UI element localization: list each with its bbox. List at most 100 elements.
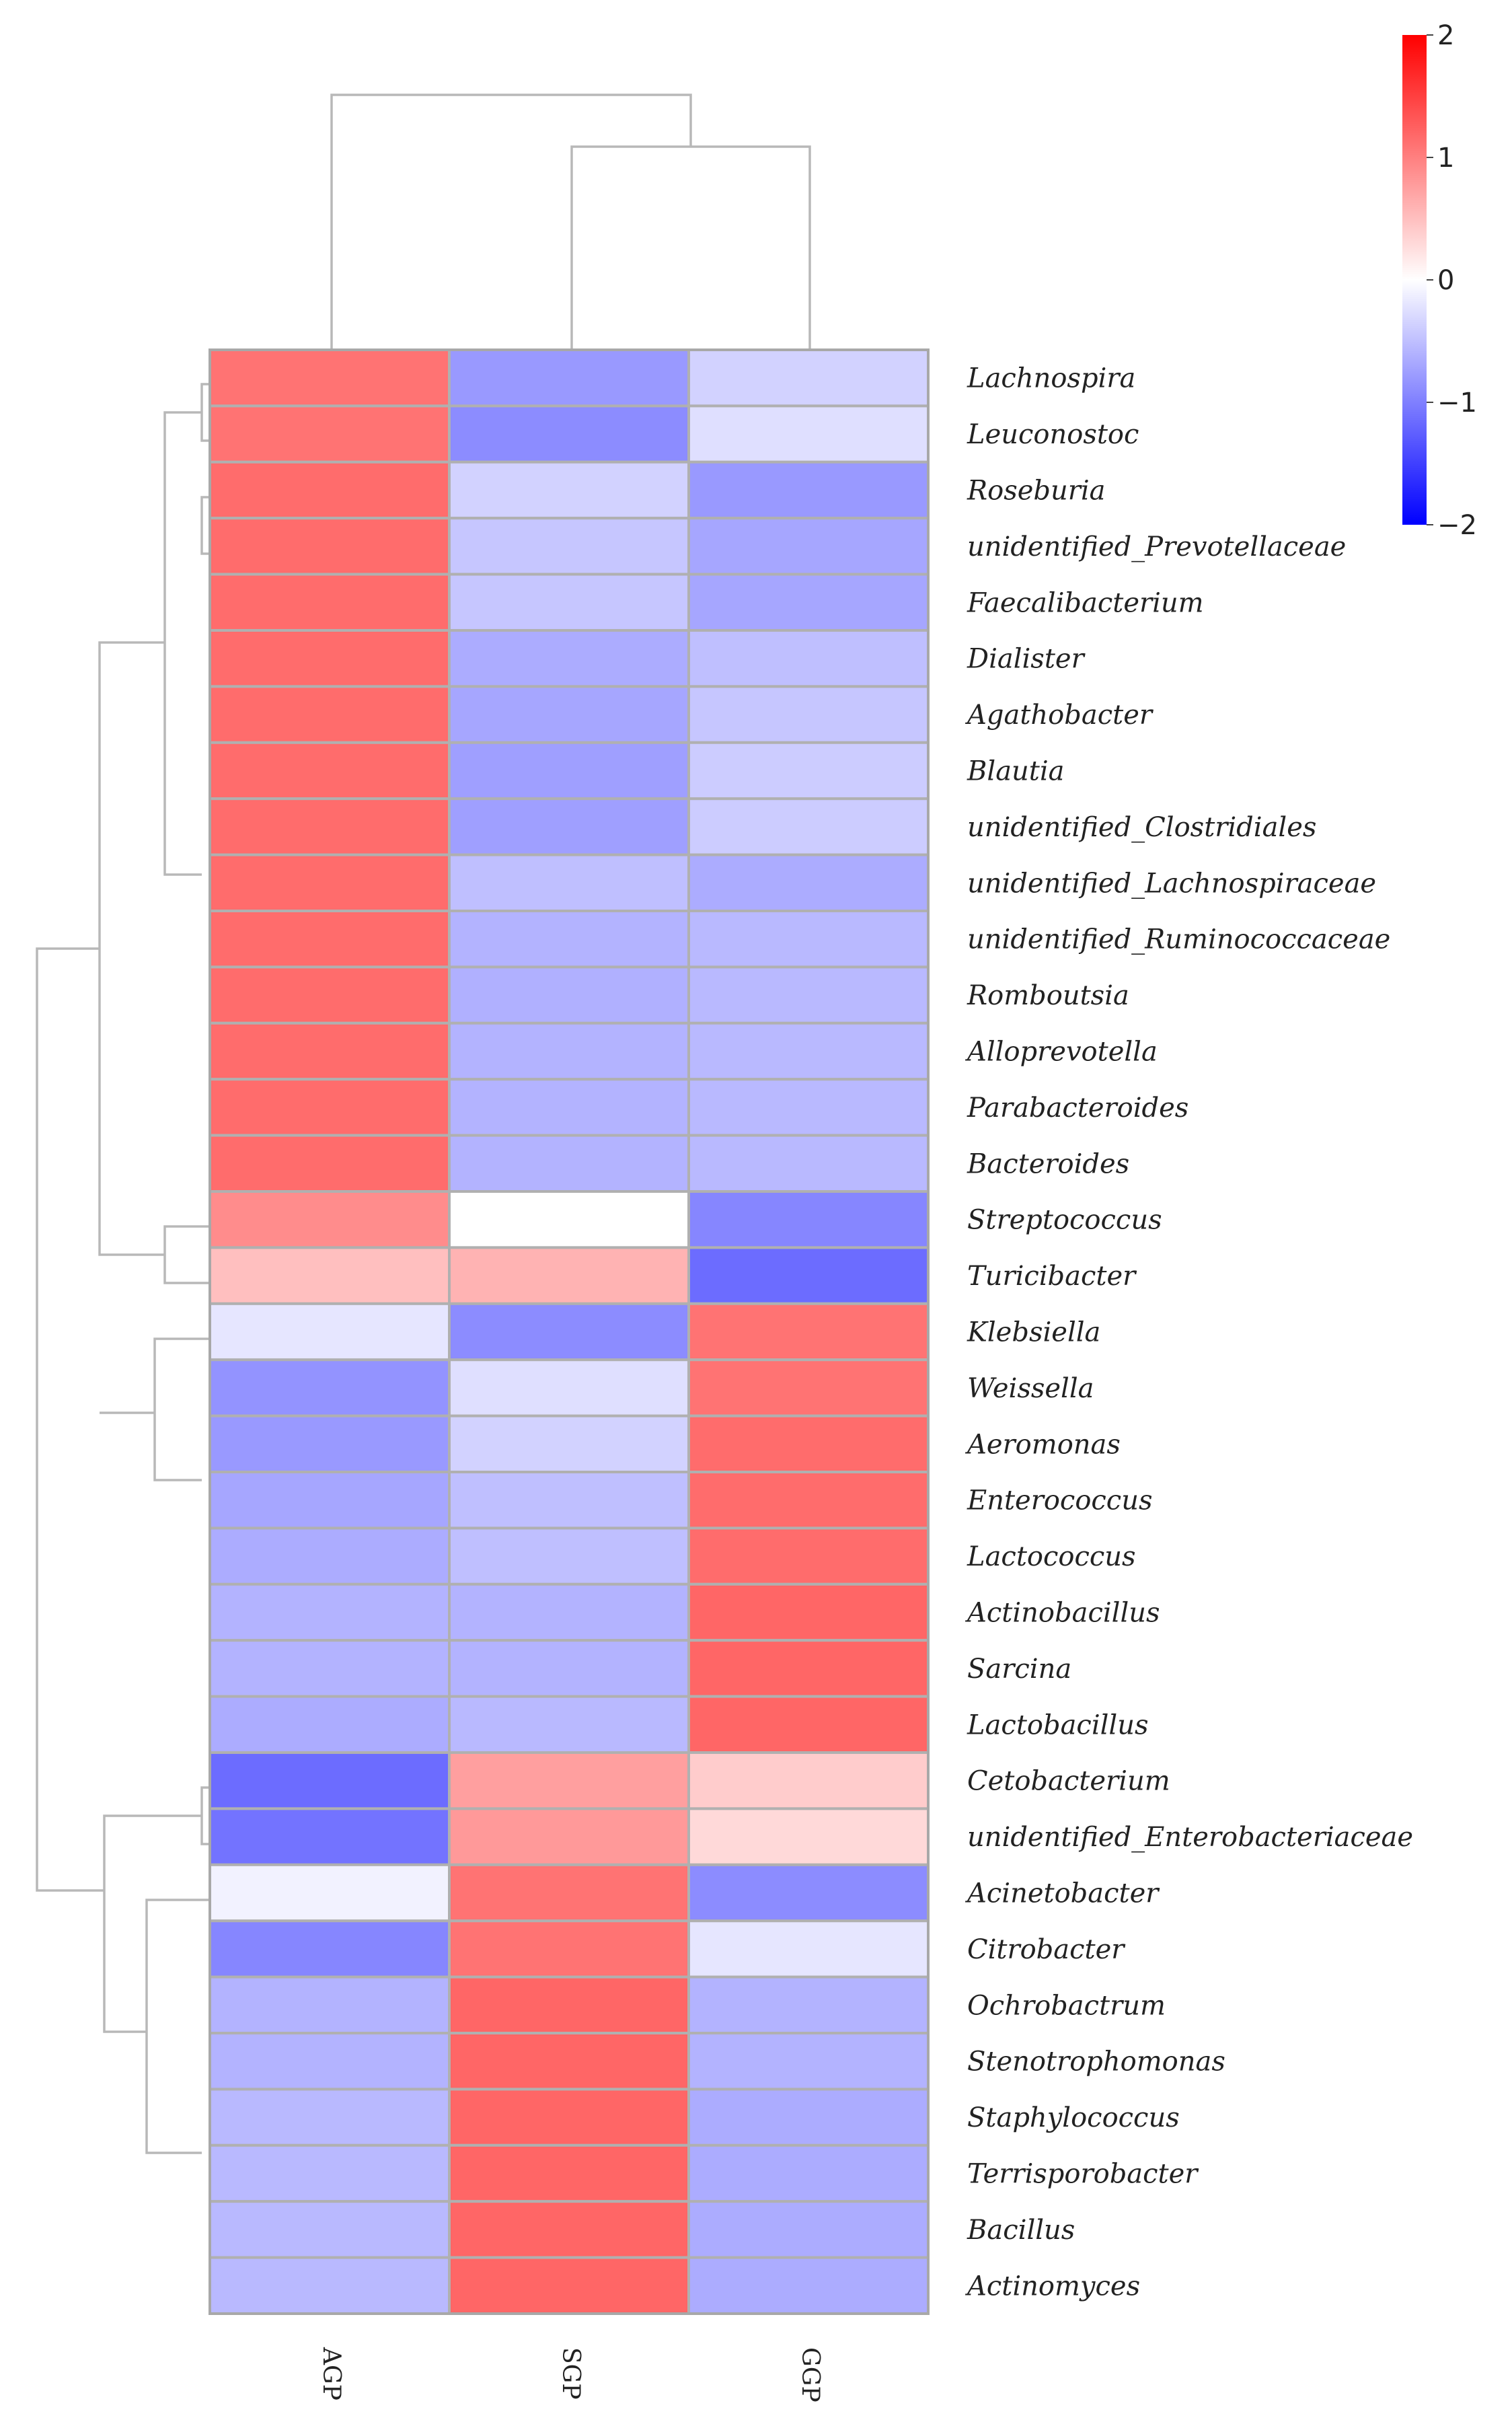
heatmap-cell: [448, 2200, 690, 2259]
row-label: Agathobacter: [965, 700, 1154, 731]
row-label: unidentified_Prevotellaceae: [967, 531, 1346, 562]
heatmap-cell: [687, 1190, 930, 1249]
row-label: Acinetobacter: [965, 1878, 1160, 1909]
heatmap-cell: [687, 1246, 930, 1305]
heatmap-cell: [687, 348, 930, 408]
row-label: Staphylococcus: [967, 2102, 1180, 2133]
heatmap-cell: [687, 460, 930, 520]
heatmap-cell: [687, 1414, 930, 1474]
heatmap-cell: [687, 1863, 930, 1923]
heatmap-cell: [209, 741, 451, 801]
heatmap-cell: [209, 685, 451, 744]
heatmap-cell: [687, 1134, 930, 1193]
heatmap-grid: [209, 348, 930, 2316]
heatmap-cell: [209, 404, 451, 464]
heatmap-cell: [209, 1751, 451, 1810]
heatmap-cell: [209, 1863, 451, 1923]
heatmap-cell: [209, 2088, 451, 2147]
heatmap-cell: [687, 2200, 930, 2259]
column-dendrogram: [330, 94, 811, 350]
heatmap-cell: [209, 965, 451, 1025]
heatmap-cell: [687, 1975, 930, 2035]
heatmap-cell: [209, 1639, 451, 1698]
heatmap-cell: [687, 910, 930, 969]
colorbar: 2 1 0 −1 −2: [1402, 20, 1477, 541]
heatmap-cell: [687, 1471, 930, 1530]
colorbar-tick-label: 1: [1437, 143, 1454, 174]
row-label: Alloprevotella: [965, 1037, 1158, 1068]
heatmap-cell: [209, 1527, 451, 1586]
heatmap-cell: [209, 1021, 451, 1081]
heatmap-cell: [448, 573, 690, 632]
heatmap-cell: [448, 2256, 690, 2316]
col-dendro-link-2: [330, 94, 692, 350]
row-label: Streptococcus: [967, 1205, 1162, 1236]
heatmap-cell: [687, 1527, 930, 1586]
heatmap-cell: [687, 1639, 930, 1698]
row-label: Lactococcus: [967, 1541, 1136, 1572]
heatmap-cell: [448, 517, 690, 576]
heatmap-cell: [448, 1471, 690, 1530]
row-label: Enterococcus: [967, 1485, 1153, 1516]
heatmap-cell: [687, 2088, 930, 2147]
heatmap-cell: [209, 1358, 451, 1418]
row-label: Parabacteroides: [967, 1093, 1188, 1124]
heatmap-cell: [448, 1639, 690, 1698]
colorbar-tick-label: −2: [1437, 510, 1477, 541]
heatmap-cell: [448, 1807, 690, 1866]
heatmap-cell: [209, 1078, 451, 1137]
column-label: AGP: [317, 2347, 345, 2400]
colorbar-gradient: [1402, 35, 1427, 525]
heatmap-cell: [687, 741, 930, 801]
heatmap-cell: [448, 853, 690, 912]
column-label: SGP: [557, 2347, 584, 2400]
row-label: Klebsiella: [967, 1317, 1100, 1348]
row-label: Actinobacillus: [965, 1598, 1160, 1629]
heatmap-cell: [448, 910, 690, 969]
row-label: Ochrobactrum: [967, 1990, 1166, 2021]
heatmap-cell: [209, 1190, 451, 1249]
heatmap-cell: [687, 1021, 930, 1081]
heatmap-cell: [209, 1582, 451, 1642]
heatmap-cell: [448, 1021, 690, 1081]
heatmap-cell: [448, 797, 690, 856]
heatmap-cell: [209, 2200, 451, 2259]
row-label: Turicibacter: [967, 1261, 1137, 1292]
row-dendro-link-3: [163, 1225, 210, 1284]
heatmap-cell: [209, 853, 451, 912]
heatmap-cell: [687, 1919, 930, 1979]
heatmap-cell: [687, 797, 930, 856]
heatmap-cell: [209, 1302, 451, 1362]
heatmap-cell: [448, 1695, 690, 1755]
row-label: Leuconostoc: [967, 419, 1139, 450]
heatmap-cell: [448, 460, 690, 520]
heatmap-cell: [687, 853, 930, 912]
row-dendro-link-2: [200, 496, 210, 555]
row-label: Lachnospira: [967, 363, 1135, 394]
heatmap-cell: [687, 573, 930, 632]
column-labels: AGP SGP GGP: [317, 2347, 824, 2402]
heatmap-cell: [209, 1919, 451, 1979]
heatmap-cell: [687, 1751, 930, 1810]
row-label: unidentified_Lachnospiraceae: [967, 868, 1376, 899]
row-dendro-link-11: [36, 947, 104, 1892]
heatmap-cell: [209, 2256, 451, 2316]
heatmap-cell: [448, 1975, 690, 2035]
heatmap-cell: [687, 1358, 930, 1418]
row-label: Aeromonas: [965, 1429, 1121, 1460]
heatmap-cell: [448, 1302, 690, 1362]
row-label: unidentified_Ruminococcaceae: [967, 924, 1390, 955]
row-label: Bacillus: [967, 2215, 1075, 2246]
heatmap-cell: [209, 2032, 451, 2091]
heatmap-cell: [209, 629, 451, 688]
heatmap-cell: [448, 404, 690, 464]
heatmap-cell: [209, 1807, 451, 1866]
row-label: Terrisporobacter: [967, 2159, 1199, 2190]
heatmap-border: [209, 348, 930, 2315]
row-label: Dialister: [967, 644, 1086, 675]
heatmap-cell: [687, 1302, 930, 1362]
heatmap-cell: [687, 1695, 930, 1755]
heatmap-cell: [448, 685, 690, 744]
heatmap-cell: [687, 1807, 930, 1866]
